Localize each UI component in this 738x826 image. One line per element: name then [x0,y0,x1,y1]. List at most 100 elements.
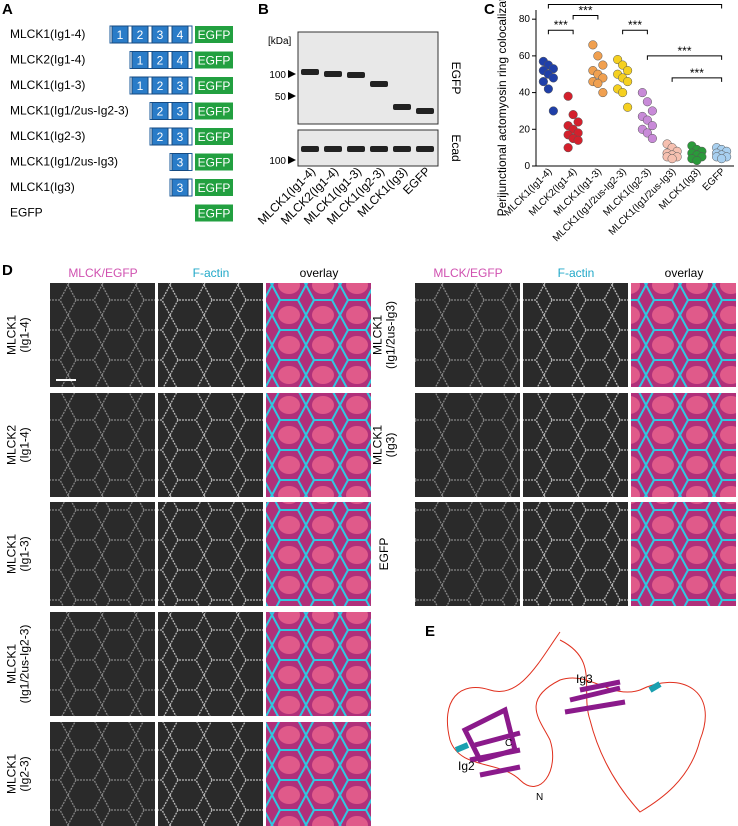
panel-label: D [2,262,13,279]
data-point [667,154,677,164]
micrograph-texture [415,502,520,606]
egfp-box [195,26,233,43]
band [324,71,342,77]
data-point [543,84,553,94]
construct-label: MLCK2(Ig1-4) [10,53,85,67]
band [347,146,365,152]
micrograph [631,283,736,387]
egfp-label: EGFP [198,156,231,170]
egfp-box [195,51,233,69]
row-label: MLCK1 [5,315,19,355]
y-tick-label: 0 [524,161,530,172]
egfp-box [195,102,233,120]
data-point [588,40,598,50]
ig-domain [151,102,169,120]
row-label: EGFP [377,538,391,571]
x-tick-label: EGFP [701,166,728,193]
micrograph [631,393,736,497]
data-point [593,51,603,61]
row-label: MLCK2 [5,425,19,465]
egfp-box [195,204,233,222]
significance-bracket [671,77,723,82]
domain-number: 2 [137,28,144,42]
ig-domain [131,25,149,44]
band [324,146,342,152]
marker-arrow [288,156,296,164]
band [393,104,411,110]
micrograph-texture [523,502,628,606]
micrograph-texture [50,502,155,606]
domain-number: 1 [117,28,124,42]
ig-domain [171,178,189,197]
panel-label: A [2,1,13,18]
egfp-box [195,153,233,171]
data-point [573,117,583,127]
structure-label: C [505,738,512,749]
micrograph [266,502,371,606]
ig-domain [111,25,129,44]
column-header: F-actin [558,266,595,280]
ig-domain [151,76,169,95]
row-label: (Ig3) [384,433,398,458]
y-tick-label: 20 [519,124,531,135]
ig-domain [151,25,169,44]
significance-label: *** [578,4,592,18]
ig-domain [171,153,189,171]
blot [297,129,439,167]
row-label: MLCK1 [371,425,385,465]
column-header: F-actin [193,266,230,280]
micrograph-texture [50,722,155,826]
data-point [647,106,657,116]
band [393,146,411,152]
panel-label: C [484,1,495,18]
domain-number: 3 [177,156,184,170]
marker-arrow [288,92,296,100]
micrograph-texture [50,612,155,716]
egfp-label: EGFP [198,207,231,221]
band [370,146,388,152]
egfp-label: EGFP [198,130,231,144]
egfp-label: EGFP [198,54,231,68]
data-point [538,77,548,87]
data-point [618,88,628,98]
data-point [593,78,603,88]
construct-label: MLCK1(Ig2-3) [10,129,85,143]
micrograph-texture [50,283,155,387]
domain-number: 4 [177,54,184,68]
data-point [623,102,633,112]
micrograph-texture [158,722,263,826]
data-point [598,88,608,98]
domain-number: 2 [157,54,164,68]
ig-domain [171,102,189,120]
significance-label: *** [554,18,568,32]
construct-label: MLCK1(Ig1/2us-Ig2-3) [10,104,129,118]
unit: [kDa] [268,36,292,47]
row-label: MLCK1 [5,644,19,684]
egfp-label: EGFP [198,79,231,93]
column-header: overlay [300,266,339,280]
construct-label: MLCK1(Ig3) [10,180,75,194]
data-point [573,135,583,145]
construct-label: EGFP [10,206,43,220]
data-point [548,73,558,83]
column-header: MLCK/EGFP [433,266,502,280]
micrograph [631,502,736,606]
data-point [647,121,657,131]
egfp-label: EGFP [198,181,231,195]
ig-domain [131,76,149,95]
data-point [598,60,608,70]
significance-label: *** [628,18,642,32]
significance-label: *** [677,44,691,58]
significance-label: *** [690,66,704,80]
micrograph [266,612,371,716]
row-label: (Ig1-3) [18,536,32,571]
row-label: MLCK1 [5,534,19,574]
data-point [647,133,657,144]
data-point [692,155,702,166]
micrograph-texture [158,612,263,716]
protein-structure [446,631,706,813]
y-axis-label: Perijunctional actomyosin ring colocaliz… [495,0,509,216]
domain-number: 4 [177,28,184,42]
panel-label: B [258,1,269,18]
